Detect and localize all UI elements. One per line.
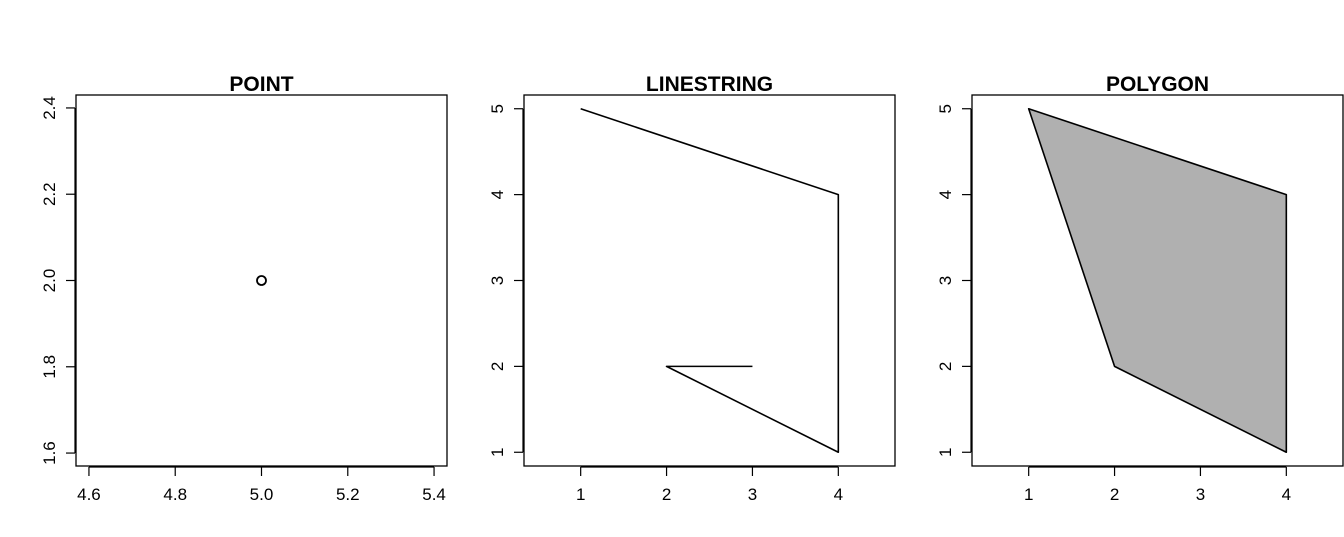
linestring-title: LINESTRING <box>646 73 773 96</box>
linestring-x-axis: 1 2 3 4 <box>576 466 843 504</box>
polygon-panel: POLYGON 1 2 3 4 1 2 3 4 5 <box>936 73 1344 504</box>
linestring-y-axis: 1 2 3 4 5 <box>488 104 524 457</box>
linestring-y-tick-label-1: 2 <box>488 362 507 371</box>
polygon-y-tick-label-3: 4 <box>936 190 955 199</box>
linestring-x-tick-label-0: 1 <box>576 485 585 504</box>
polygon-y-axis: 1 2 3 4 5 <box>936 104 972 457</box>
polygon-y-tick-label-4: 5 <box>936 104 955 113</box>
linestring-x-tick-label-1: 2 <box>662 485 671 504</box>
polygon-y-tick-label-2: 3 <box>936 276 955 285</box>
polygon-y-tick-label-0: 1 <box>936 448 955 457</box>
point-y-tick-label-0: 1.6 <box>40 441 59 465</box>
point-x-axis: 4.6 4.8 5.0 5.2 5.4 <box>77 466 446 504</box>
polygon-title: POLYGON <box>1106 73 1209 96</box>
point-x-tick-label-3: 5.2 <box>336 485 360 504</box>
linestring-line <box>580 107 840 454</box>
polygon-x-tick-label-3: 4 <box>1282 485 1291 504</box>
polygon-plot-frame <box>971 94 1344 467</box>
linestring-x-tick-label-2: 3 <box>748 485 757 504</box>
polygon-x-tick-label-2: 3 <box>1196 485 1205 504</box>
linestring-x-tick-label-3: 4 <box>834 485 843 504</box>
polygon-polygon-shape <box>1027 107 1288 454</box>
linestring-y-tick-label-4: 5 <box>488 104 507 113</box>
point-y-tick-label-3: 2.2 <box>40 182 59 206</box>
point-x-tick-label-0: 4.6 <box>77 485 101 504</box>
point-y-tick-label-1: 1.8 <box>40 355 59 379</box>
linestring-plot-frame <box>523 94 896 467</box>
point-plot-frame <box>75 94 448 467</box>
linestring-panel: LINESTRING 1 2 3 4 1 2 3 4 5 <box>488 73 896 504</box>
point-x-tick-label-2: 5.0 <box>250 485 274 504</box>
polygon-x-tick-label-1: 2 <box>1110 485 1119 504</box>
point-point-0 <box>256 275 267 286</box>
point-y-tick-label-4: 2.4 <box>40 96 59 120</box>
linestring-y-tick-label-2: 3 <box>488 276 507 285</box>
panels: POINT 4.6 4.8 5.0 5.2 5.4 1.6 1.8 2.0 2.2 2.4 LINES… <box>40 73 1344 504</box>
point-x-tick-label-1: 4.8 <box>163 485 187 504</box>
polygon-y-tick-label-1: 2 <box>936 362 955 371</box>
point-y-axis: 1.6 1.8 2.0 2.2 2.4 <box>40 96 76 465</box>
point-panel: POINT 4.6 4.8 5.0 5.2 5.4 1.6 1.8 2.0 2.2 2.4 <box>40 73 448 504</box>
polygon-x-tick-label-0: 1 <box>1024 485 1033 504</box>
point-title: POINT <box>229 73 293 96</box>
linestring-y-tick-label-3: 4 <box>488 190 507 199</box>
point-y-tick-label-2: 2.0 <box>40 269 59 293</box>
linestring-y-tick-label-0: 1 <box>488 448 507 457</box>
polygon-x-axis: 1 2 3 4 <box>1024 466 1291 504</box>
point-x-tick-label-4: 5.4 <box>422 485 446 504</box>
